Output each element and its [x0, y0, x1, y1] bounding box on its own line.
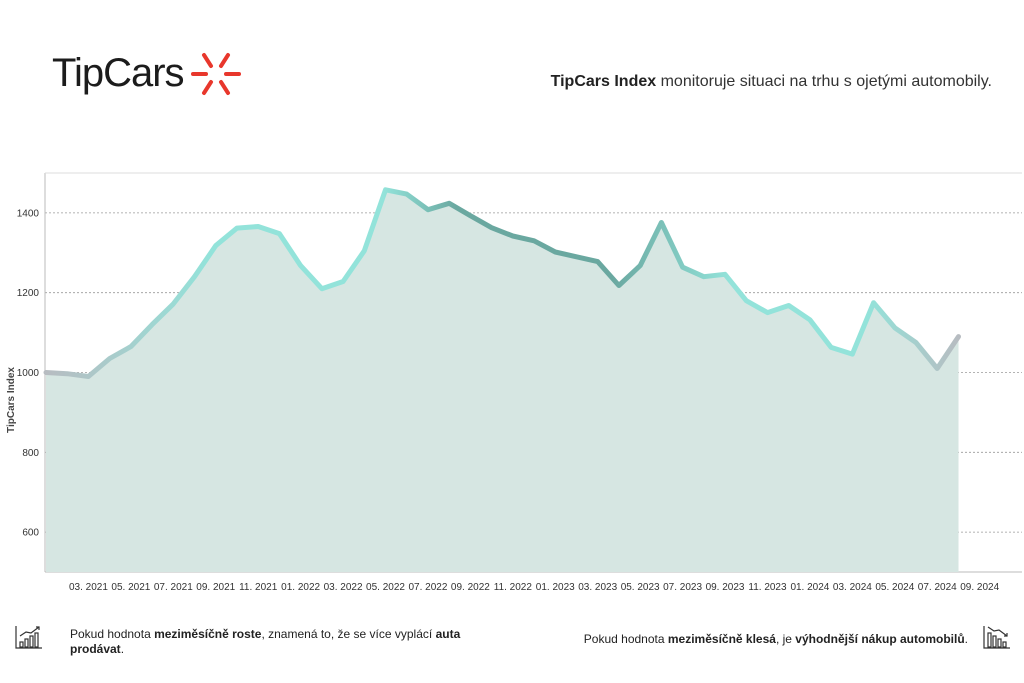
- x-tick-label: 11. 2021: [239, 582, 278, 593]
- logo-wordmark: TipCars: [52, 51, 185, 95]
- footer-right-part3: .: [964, 632, 968, 646]
- tipcars-index-chart: 600 800 1000 1200 1400 03. 2021 05. 2021 07. 2…: [6, 172, 1022, 593]
- x-tick-label: 11. 2022: [494, 582, 533, 593]
- x-tick-label: 03. 2022: [324, 582, 363, 593]
- footer-right-bold2: výhodnější nákup automobilů: [795, 632, 965, 646]
- x-tick-label: 11. 2023: [748, 582, 787, 593]
- index-line: [43, 187, 961, 379]
- index-area-fill: [46, 189, 959, 573]
- footer-right: Pokud hodnota meziměsíčně klesá, je výho…: [584, 624, 1012, 650]
- y-tick-label: 1400: [17, 208, 40, 219]
- x-tick-label: 09. 2023: [706, 582, 745, 593]
- header-tagline: TipCars Index monitoruje situaci na trhu…: [551, 73, 992, 91]
- rising-bar-chart-icon: [15, 626, 42, 649]
- tipcars-logo[interactable]: TipCars: [52, 50, 242, 96]
- y-tick-label: 800: [22, 448, 39, 459]
- x-tick-label: 05. 2024: [875, 582, 914, 593]
- y-axis-label: TipCars Index: [6, 367, 17, 433]
- x-tick-label: 05. 2022: [366, 582, 405, 593]
- footer-right-text: Pokud hodnota meziměsíčně klesá, je výho…: [584, 632, 968, 647]
- y-tick-label: 1200: [17, 288, 40, 299]
- footer-left: Pokud hodnota meziměsíčně roste, znamená…: [14, 624, 480, 657]
- tagline-bold: TipCars Index: [550, 73, 657, 90]
- footer-left-part2: , znamená to, že se více vyplácí: [261, 627, 436, 641]
- x-tick-label: 07. 2024: [918, 582, 957, 593]
- x-tick-label: 03. 2023: [578, 582, 617, 593]
- x-tick-label: 09. 2022: [451, 582, 490, 593]
- x-tick-label: 01. 2022: [281, 582, 320, 593]
- x-tick-label: 03. 2024: [833, 582, 872, 593]
- x-tick-label: 07. 2023: [663, 582, 702, 593]
- y-axis-ticks: 600 800 1000 1200 1400: [17, 208, 40, 538]
- x-axis-ticks: 03. 2021 05. 2021 07. 2021 09. 2021 11. 2021…: [69, 582, 1000, 593]
- y-tick-label: 1000: [17, 368, 40, 379]
- falling-bar-chart-icon: [983, 626, 1010, 649]
- y-tick-label: 600: [22, 528, 39, 539]
- x-tick-label: 07. 2021: [154, 582, 193, 593]
- x-tick-label: 07. 2022: [408, 582, 447, 593]
- x-tick-label: 09. 2024: [960, 582, 999, 593]
- x-tick-label: 05. 2023: [621, 582, 660, 593]
- x-tick-label: 09. 2021: [196, 582, 235, 593]
- x-tick-label: 03. 2021: [69, 582, 108, 593]
- footer-left-part1: Pokud hodnota: [70, 627, 155, 641]
- footer-left-part3: .: [120, 642, 125, 656]
- x-tick-label: 05. 2021: [111, 582, 150, 593]
- footer-left-bold1: meziměsíčně roste: [154, 627, 262, 641]
- x-tick-label: 01. 2023: [536, 582, 575, 593]
- footer-right-part1: Pokud hodnota: [583, 632, 668, 646]
- x-tick-label: 01. 2024: [790, 582, 829, 593]
- footer-left-bold2: auta prodávat: [70, 627, 461, 656]
- logo-star-icon: [190, 53, 241, 95]
- footer-right-part2: , je: [775, 632, 796, 646]
- footer-left-text: Pokud hodnota meziměsíčně roste, znamená…: [70, 627, 480, 657]
- tagline-text: monitoruje situaci na trhu s ojetými aut…: [656, 73, 992, 90]
- footer-right-bold1: meziměsíčně klesá: [667, 632, 776, 646]
